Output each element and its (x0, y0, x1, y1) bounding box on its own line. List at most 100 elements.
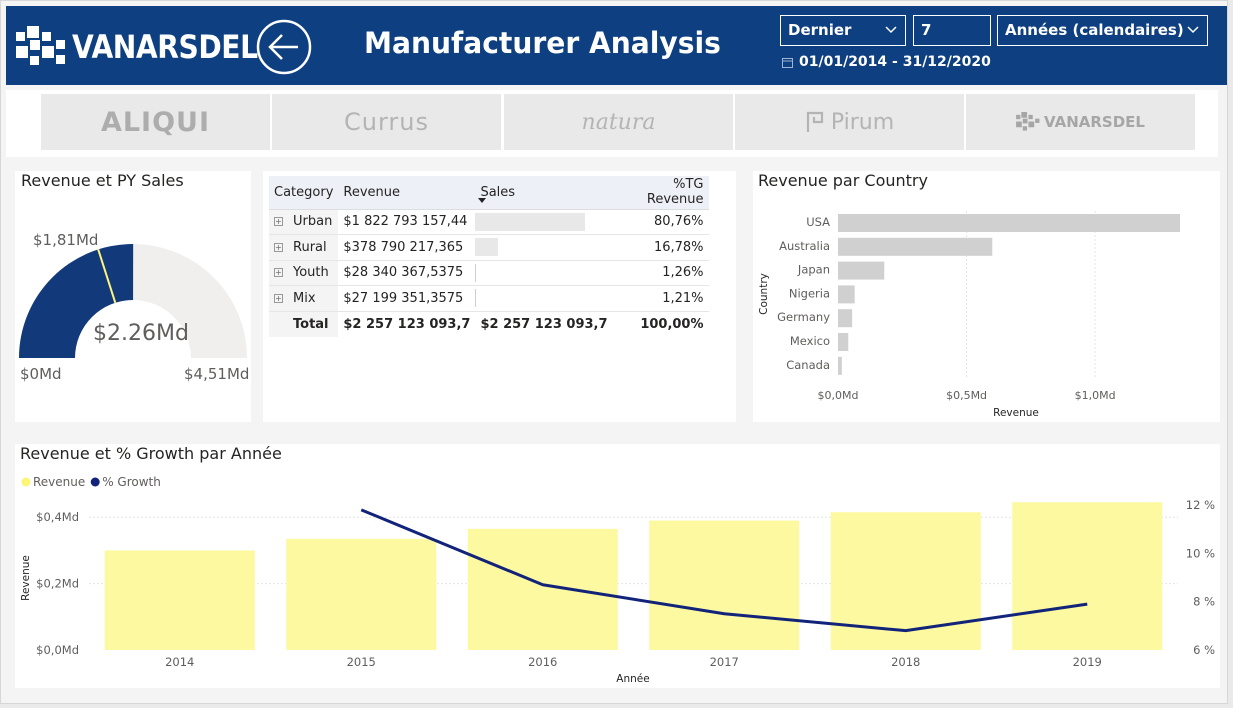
calendar-icon (782, 57, 793, 68)
revenue-bar[interactable] (286, 538, 437, 650)
combo-chart-title: Revenue et % Growth par Année (20, 444, 282, 463)
country-y-tick: Mexico (790, 334, 830, 348)
row-tg: 80,76% (612, 209, 709, 235)
manufacturer-tile-aliqui[interactable]: ALIQUI (41, 94, 270, 150)
row-category: + Rural (269, 234, 339, 261)
gauge-card[interactable]: Revenue et PY Sales $1,81Md $2.26Md $0Md… (15, 171, 251, 422)
relative-date-dropdown[interactable]: Dernier (780, 15, 906, 46)
manufacturer-tile-pirum[interactable]: Pirum (735, 94, 964, 150)
column-header-sales[interactable]: Sales (475, 176, 613, 210)
country-y-tick: Nigeria (789, 286, 830, 300)
category-matrix: Category Revenue Sales %TG Revenue + Urba… (269, 176, 709, 337)
legend-label[interactable]: % Growth (102, 475, 161, 489)
row-category-label: Youth (293, 265, 329, 281)
revenue-bar[interactable] (104, 550, 255, 650)
period-unit-dropdown[interactable]: Années (calendaires) (997, 15, 1208, 46)
row-category-label: Mix (293, 290, 316, 306)
expand-plus-icon[interactable]: + (274, 217, 283, 227)
country-bar[interactable] (838, 261, 885, 280)
revenue-bar[interactable] (1012, 502, 1163, 650)
matrix-row[interactable]: + Urban $1 822 793 157,44 80,76% (269, 209, 709, 235)
date-range-label: 01/01/2014 - 31/12/2020 (799, 54, 991, 70)
combo-x-tick: 2016 (528, 655, 557, 669)
gauge-min-label: $0Md (20, 365, 62, 383)
combo-x-tick: 2015 (347, 655, 376, 669)
country-x-tick: $1,0Md (1075, 389, 1116, 402)
revenue-growth-chart: Revenue % Growth $0,0Md $0,2Md $0,4Md 6 % 8 % 1… (20, 475, 1215, 685)
row-category-label: Rural (293, 239, 327, 255)
column-header-revenue[interactable]: Revenue (338, 176, 476, 210)
brand-logo: VANARSDEL (16, 22, 283, 72)
matrix-total-row: Total $2 257 123 093,7 $2 257 123 093,7 … (269, 311, 709, 337)
chevron-down-icon (1187, 16, 1199, 55)
row-revenue: $1 822 793 157,44 (338, 209, 476, 235)
combo-x-axis-label: Année (616, 673, 649, 685)
row-category: + Urban (269, 209, 339, 235)
manufacturer-label: ALIQUI (100, 106, 211, 138)
combo-y-right-tick: 12 % (1186, 498, 1215, 512)
brand-mark-icon (1016, 112, 1040, 131)
chevron-down-icon (885, 16, 897, 55)
combo-y-right-tick: 10 % (1186, 546, 1215, 560)
row-category-label: Urban (293, 214, 333, 230)
growth-line[interactable] (360, 508, 1088, 633)
matrix-row[interactable]: + Youth $28 340 367,5375 1,26% (269, 260, 709, 286)
row-revenue: $28 340 367,5375 (338, 260, 476, 286)
gauge-title: Revenue et PY Sales (21, 171, 184, 190)
legend-marker (90, 477, 100, 487)
revenue-growth-card[interactable]: Revenue et % Growth par Année Revenue % G… (15, 444, 1220, 688)
row-sales (475, 209, 613, 235)
manufacturer-tile-currus[interactable]: Currus (272, 94, 501, 150)
revenue-bar[interactable] (649, 520, 800, 650)
combo-y-left-tick: $0,2Md (36, 577, 79, 591)
combo-y-left-tick: $0,4Md (36, 510, 79, 524)
combo-x-tick: 2014 (165, 655, 194, 669)
country-revenue-card[interactable]: Revenue par Country $0,0Md $0,5Md $1,0Md US… (753, 171, 1220, 422)
expand-plus-icon[interactable]: + (274, 242, 283, 252)
expand-plus-icon[interactable]: + (274, 268, 283, 278)
revenue-bar[interactable] (467, 528, 618, 650)
country-y-tick: Japan (797, 263, 830, 277)
manufacturer-tile-natura[interactable]: natura (504, 94, 733, 150)
matrix-row[interactable]: + Mix $27 199 351,3575 1,21% (269, 285, 709, 312)
country-bar[interactable] (838, 285, 855, 304)
total-tg: 100,00% (640, 316, 704, 332)
row-sales-databar (475, 212, 586, 231)
legend-label[interactable]: Revenue (33, 475, 85, 489)
manufacturer-label: Currus (344, 108, 429, 136)
gauge-target-label: $1,81Md (33, 231, 99, 249)
country-x-tick: $0,0Md (818, 389, 859, 402)
country-y-tick: USA (806, 215, 830, 229)
combo-y-right-tick: 6 % (1193, 643, 1215, 657)
total-revenue: $2 257 123 093,7 (343, 316, 471, 332)
row-tg: 16,78% (612, 234, 709, 261)
country-bar[interactable] (838, 356, 842, 375)
manufacturer-label: natura (581, 109, 656, 135)
matrix-row[interactable]: + Rural $378 790 217,365 16,78% (269, 234, 709, 261)
period-count-input[interactable]: 7 (913, 15, 991, 46)
legend-marker (21, 477, 31, 487)
page-title: Manufacturer Analysis (364, 26, 721, 60)
country-bar[interactable] (838, 333, 849, 351)
manufacturer-label: VANARSDEL (1044, 113, 1145, 131)
country-chart-title: Revenue par Country (758, 171, 928, 190)
back-arrow-button[interactable] (256, 19, 312, 75)
expand-plus-icon[interactable]: + (274, 293, 283, 303)
row-sales-databar (475, 263, 477, 282)
row-revenue: $27 199 351,3575 (338, 285, 476, 312)
gauge-chart (19, 244, 247, 358)
manufacturer-tile-vanarsdel[interactable]: VANARSDEL (966, 94, 1195, 150)
row-category: + Mix (269, 285, 339, 312)
country-bar[interactable] (838, 237, 993, 256)
category-matrix-card[interactable]: Category Revenue Sales %TG Revenue + Urba… (263, 171, 736, 422)
total-label: Total (269, 311, 339, 337)
gauge-max-label: $4,51Md (184, 365, 250, 383)
country-x-tick: $0,5Md (946, 389, 987, 402)
column-header-tg-revenue[interactable]: %TG Revenue (612, 176, 709, 210)
column-header-category[interactable]: Category (269, 176, 339, 210)
relative-date-value: Dernier (788, 21, 852, 39)
country-bar[interactable] (838, 214, 1180, 232)
column-header-sales-label: Sales (480, 184, 516, 200)
country-bar[interactable] (838, 309, 853, 328)
report-header: VANARSDEL Manufacturer Analysis Dernier … (6, 6, 1227, 85)
